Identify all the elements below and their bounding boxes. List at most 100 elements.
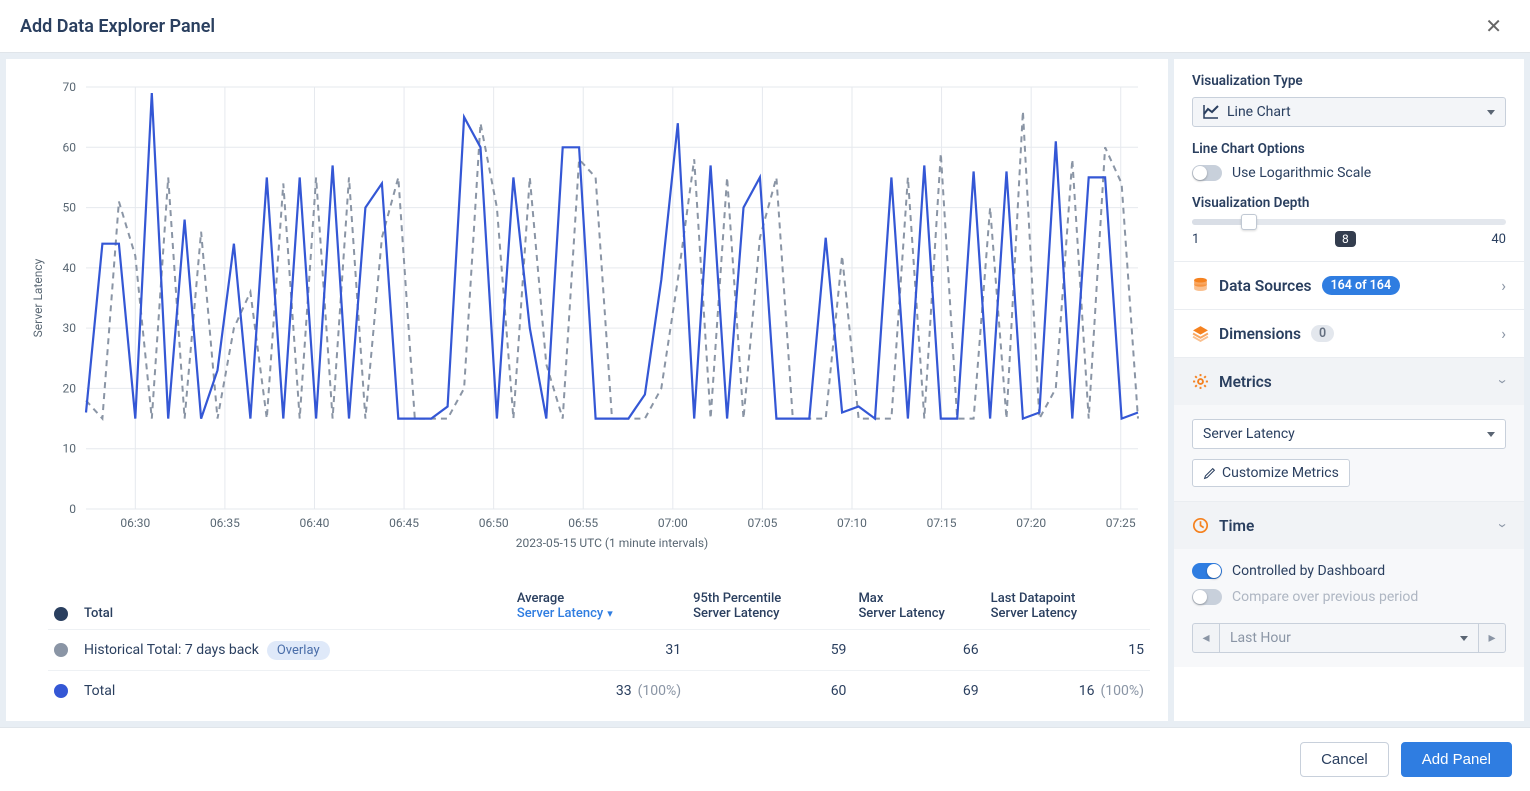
column-header: Total: [48, 583, 511, 630]
viz-depth-label: Visualization Depth: [1192, 195, 1506, 211]
sort-caret-icon: ▾: [607, 607, 613, 620]
data-sources-badge: 164 of 164: [1322, 276, 1401, 295]
svg-text:06:55: 06:55: [568, 516, 598, 530]
table-row[interactable]: Total33(100%)606916(100%): [48, 671, 1150, 712]
chevron-down-icon: ›: [1494, 523, 1513, 528]
pencil-icon: [1203, 467, 1216, 480]
summary-table-area: Total AverageServer Latency▾95th Percenti…: [6, 569, 1168, 721]
series-dot: [54, 684, 68, 698]
viz-depth-slider[interactable]: [1192, 219, 1506, 225]
svg-text:06:45: 06:45: [389, 516, 419, 530]
summary-table: Total AverageServer Latency▾95th Percenti…: [48, 583, 1150, 711]
dimensions-label: Dimensions: [1219, 325, 1301, 343]
clock-icon: [1192, 517, 1209, 534]
controlled-by-dashboard-row: Controlled by Dashboard: [1192, 563, 1506, 579]
column-header[interactable]: AverageServer Latency▾: [511, 583, 687, 630]
table-row[interactable]: Historical Total: 7 days backOverlay3159…: [48, 630, 1150, 671]
log-scale-row: Use Logarithmic Scale: [1192, 165, 1506, 181]
line-chart-options-label: Line Chart Options: [1192, 141, 1506, 157]
svg-text:10: 10: [63, 442, 77, 456]
controlled-by-dashboard-toggle[interactable]: [1192, 563, 1222, 579]
compare-prev-toggle[interactable]: [1192, 589, 1222, 605]
close-icon[interactable]: ✕: [1477, 10, 1510, 42]
svg-text:70: 70: [63, 80, 77, 94]
svg-text:2023-05-15 UTC (1 minute inter: 2023-05-15 UTC (1 minute intervals): [516, 536, 708, 550]
time-range-prev-button[interactable]: ◂: [1192, 623, 1220, 653]
chevron-right-icon: ›: [1501, 324, 1506, 343]
column-header: Last DatapointServer Latency: [985, 583, 1150, 630]
cancel-button[interactable]: Cancel: [1300, 742, 1389, 777]
chevron-right-icon: ›: [1501, 276, 1506, 295]
metrics-header[interactable]: Metrics ›: [1174, 357, 1524, 405]
dialog-header: Add Data Explorer Panel ✕: [0, 0, 1530, 53]
svg-text:60: 60: [63, 140, 77, 154]
customize-metrics-button[interactable]: Customize Metrics: [1192, 459, 1350, 487]
svg-text:20: 20: [63, 381, 77, 395]
add-panel-button[interactable]: Add Panel: [1401, 742, 1512, 777]
line-chart-icon: [1203, 104, 1219, 120]
dialog-footer: Cancel Add Panel: [0, 727, 1530, 791]
metrics-label: Metrics: [1219, 373, 1272, 391]
column-title: Total: [84, 606, 113, 621]
metric-select[interactable]: Server Latency: [1192, 419, 1506, 449]
overlay-badge: Overlay: [267, 641, 330, 660]
database-icon: [1192, 277, 1209, 294]
column-header: 95th PercentileServer Latency: [687, 583, 852, 630]
metrics-body: Server Latency Customize Metrics: [1174, 405, 1524, 501]
row-label: Total: [84, 683, 115, 699]
viz-type-select[interactable]: Line Chart: [1192, 97, 1506, 127]
time-body: Controlled by Dashboard Compare over pre…: [1174, 549, 1524, 667]
chevron-down-icon: [1487, 110, 1495, 115]
line-chart: 0 10 20 30 40 50 60 70 06:30 06:35 06:40 06:45 06:50…: [24, 71, 1150, 569]
time-range-next-button[interactable]: ▸: [1478, 623, 1506, 653]
time-range-select[interactable]: Last Hour: [1220, 623, 1478, 653]
log-scale-toggle[interactable]: [1192, 165, 1222, 181]
time-label: Time: [1219, 517, 1254, 535]
line-chart-options-section: Line Chart Options Use Logarithmic Scale: [1174, 141, 1524, 195]
svg-text:06:30: 06:30: [120, 516, 150, 530]
slider-min: 1: [1192, 232, 1199, 247]
metric-select-value: Server Latency: [1203, 426, 1295, 442]
viz-type-section: Visualization Type Line Chart: [1174, 59, 1524, 141]
time-range-row: ◂ Last Hour ▸: [1192, 623, 1506, 653]
dialog-title: Add Data Explorer Panel: [20, 16, 215, 37]
column-header: MaxServer Latency: [852, 583, 984, 630]
svg-text:06:40: 06:40: [300, 516, 330, 530]
svg-text:06:50: 06:50: [479, 516, 509, 530]
row-label: Historical Total: 7 days back: [84, 642, 259, 658]
series-dot: [54, 643, 68, 657]
chevron-down-icon: ›: [1494, 379, 1513, 384]
chart-area: 0 10 20 30 40 50 60 70 06:30 06:35 06:40 06:45 06:50…: [6, 59, 1168, 569]
side-panel: Visualization Type Line Chart Line Chart…: [1174, 59, 1524, 721]
main-panel: 0 10 20 30 40 50 60 70 06:30 06:35 06:40 06:45 06:50…: [6, 59, 1168, 721]
slider-value: 8: [1335, 231, 1356, 247]
controlled-by-dashboard-label: Controlled by Dashboard: [1232, 563, 1385, 579]
svg-text:40: 40: [63, 261, 77, 275]
svg-text:0: 0: [69, 502, 76, 516]
svg-text:50: 50: [63, 201, 77, 215]
data-sources-row[interactable]: Data Sources 164 of 164 ›: [1174, 261, 1524, 309]
svg-text:07:20: 07:20: [1016, 516, 1046, 530]
viz-type-value: Line Chart: [1227, 104, 1291, 120]
dimensions-row[interactable]: Dimensions 0 ›: [1174, 309, 1524, 357]
viz-depth-section: Visualization Depth 1 8 40: [1174, 195, 1524, 261]
series-dot: [54, 607, 68, 621]
data-sources-label: Data Sources: [1219, 277, 1312, 295]
svg-text:Server Latency: Server Latency: [31, 258, 45, 337]
compare-prev-row: Compare over previous period: [1192, 589, 1506, 605]
series-total: [86, 93, 1138, 419]
slider-max: 40: [1491, 232, 1506, 247]
gear-icon: [1192, 373, 1209, 390]
svg-text:07:00: 07:00: [658, 516, 688, 530]
compare-prev-label: Compare over previous period: [1232, 589, 1418, 605]
chevron-down-icon: [1487, 432, 1495, 437]
time-header[interactable]: Time ›: [1174, 501, 1524, 549]
svg-text:07:10: 07:10: [837, 516, 867, 530]
viz-depth-slider-labels: 1 8 40: [1192, 231, 1506, 247]
svg-text:07:15: 07:15: [927, 516, 957, 530]
svg-text:07:25: 07:25: [1106, 516, 1136, 530]
svg-text:06:35: 06:35: [210, 516, 240, 530]
svg-text:30: 30: [63, 321, 77, 335]
chevron-down-icon: [1460, 636, 1468, 641]
dimensions-badge: 0: [1311, 325, 1334, 342]
